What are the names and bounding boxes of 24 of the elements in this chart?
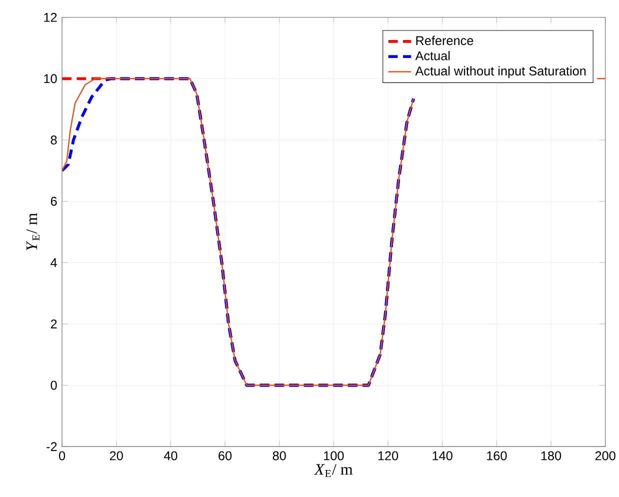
y-tick-label: 12 (44, 13, 57, 22)
legend-label: Actual (415, 51, 450, 61)
x-tick-label: 200 (595, 451, 616, 460)
y-tick-label: 6 (50, 197, 57, 206)
x-tick-label: 0 (59, 451, 66, 460)
x-tick-label: 80 (272, 451, 286, 460)
legend-label: Actual without input Saturation (415, 66, 586, 78)
y-tick-label: 2 (50, 320, 57, 329)
x-tick-label: 120 (378, 451, 398, 460)
x-tick-label: 20 (110, 451, 123, 460)
y-tick-label: 0 (50, 380, 57, 390)
x-axis-title: X$_{E}$/ m (314, 464, 353, 478)
x-tick-label: 160 (487, 451, 507, 460)
x-tick-label: 40 (164, 451, 178, 460)
y-tick-label: 8 (50, 136, 57, 145)
x-tick-label: 100 (324, 451, 344, 460)
y-tick-label: 10 (44, 74, 57, 84)
y-tick-label: -2 (46, 442, 57, 452)
x-tick-label: 60 (218, 451, 232, 460)
y-tick-label: 4 (50, 258, 57, 268)
x-tick-label: 180 (541, 451, 562, 460)
y-axis-title: Y$_{E}$/ m (26, 213, 40, 250)
legend-label: Reference (416, 36, 474, 46)
x-tick-label: 140 (432, 451, 452, 460)
